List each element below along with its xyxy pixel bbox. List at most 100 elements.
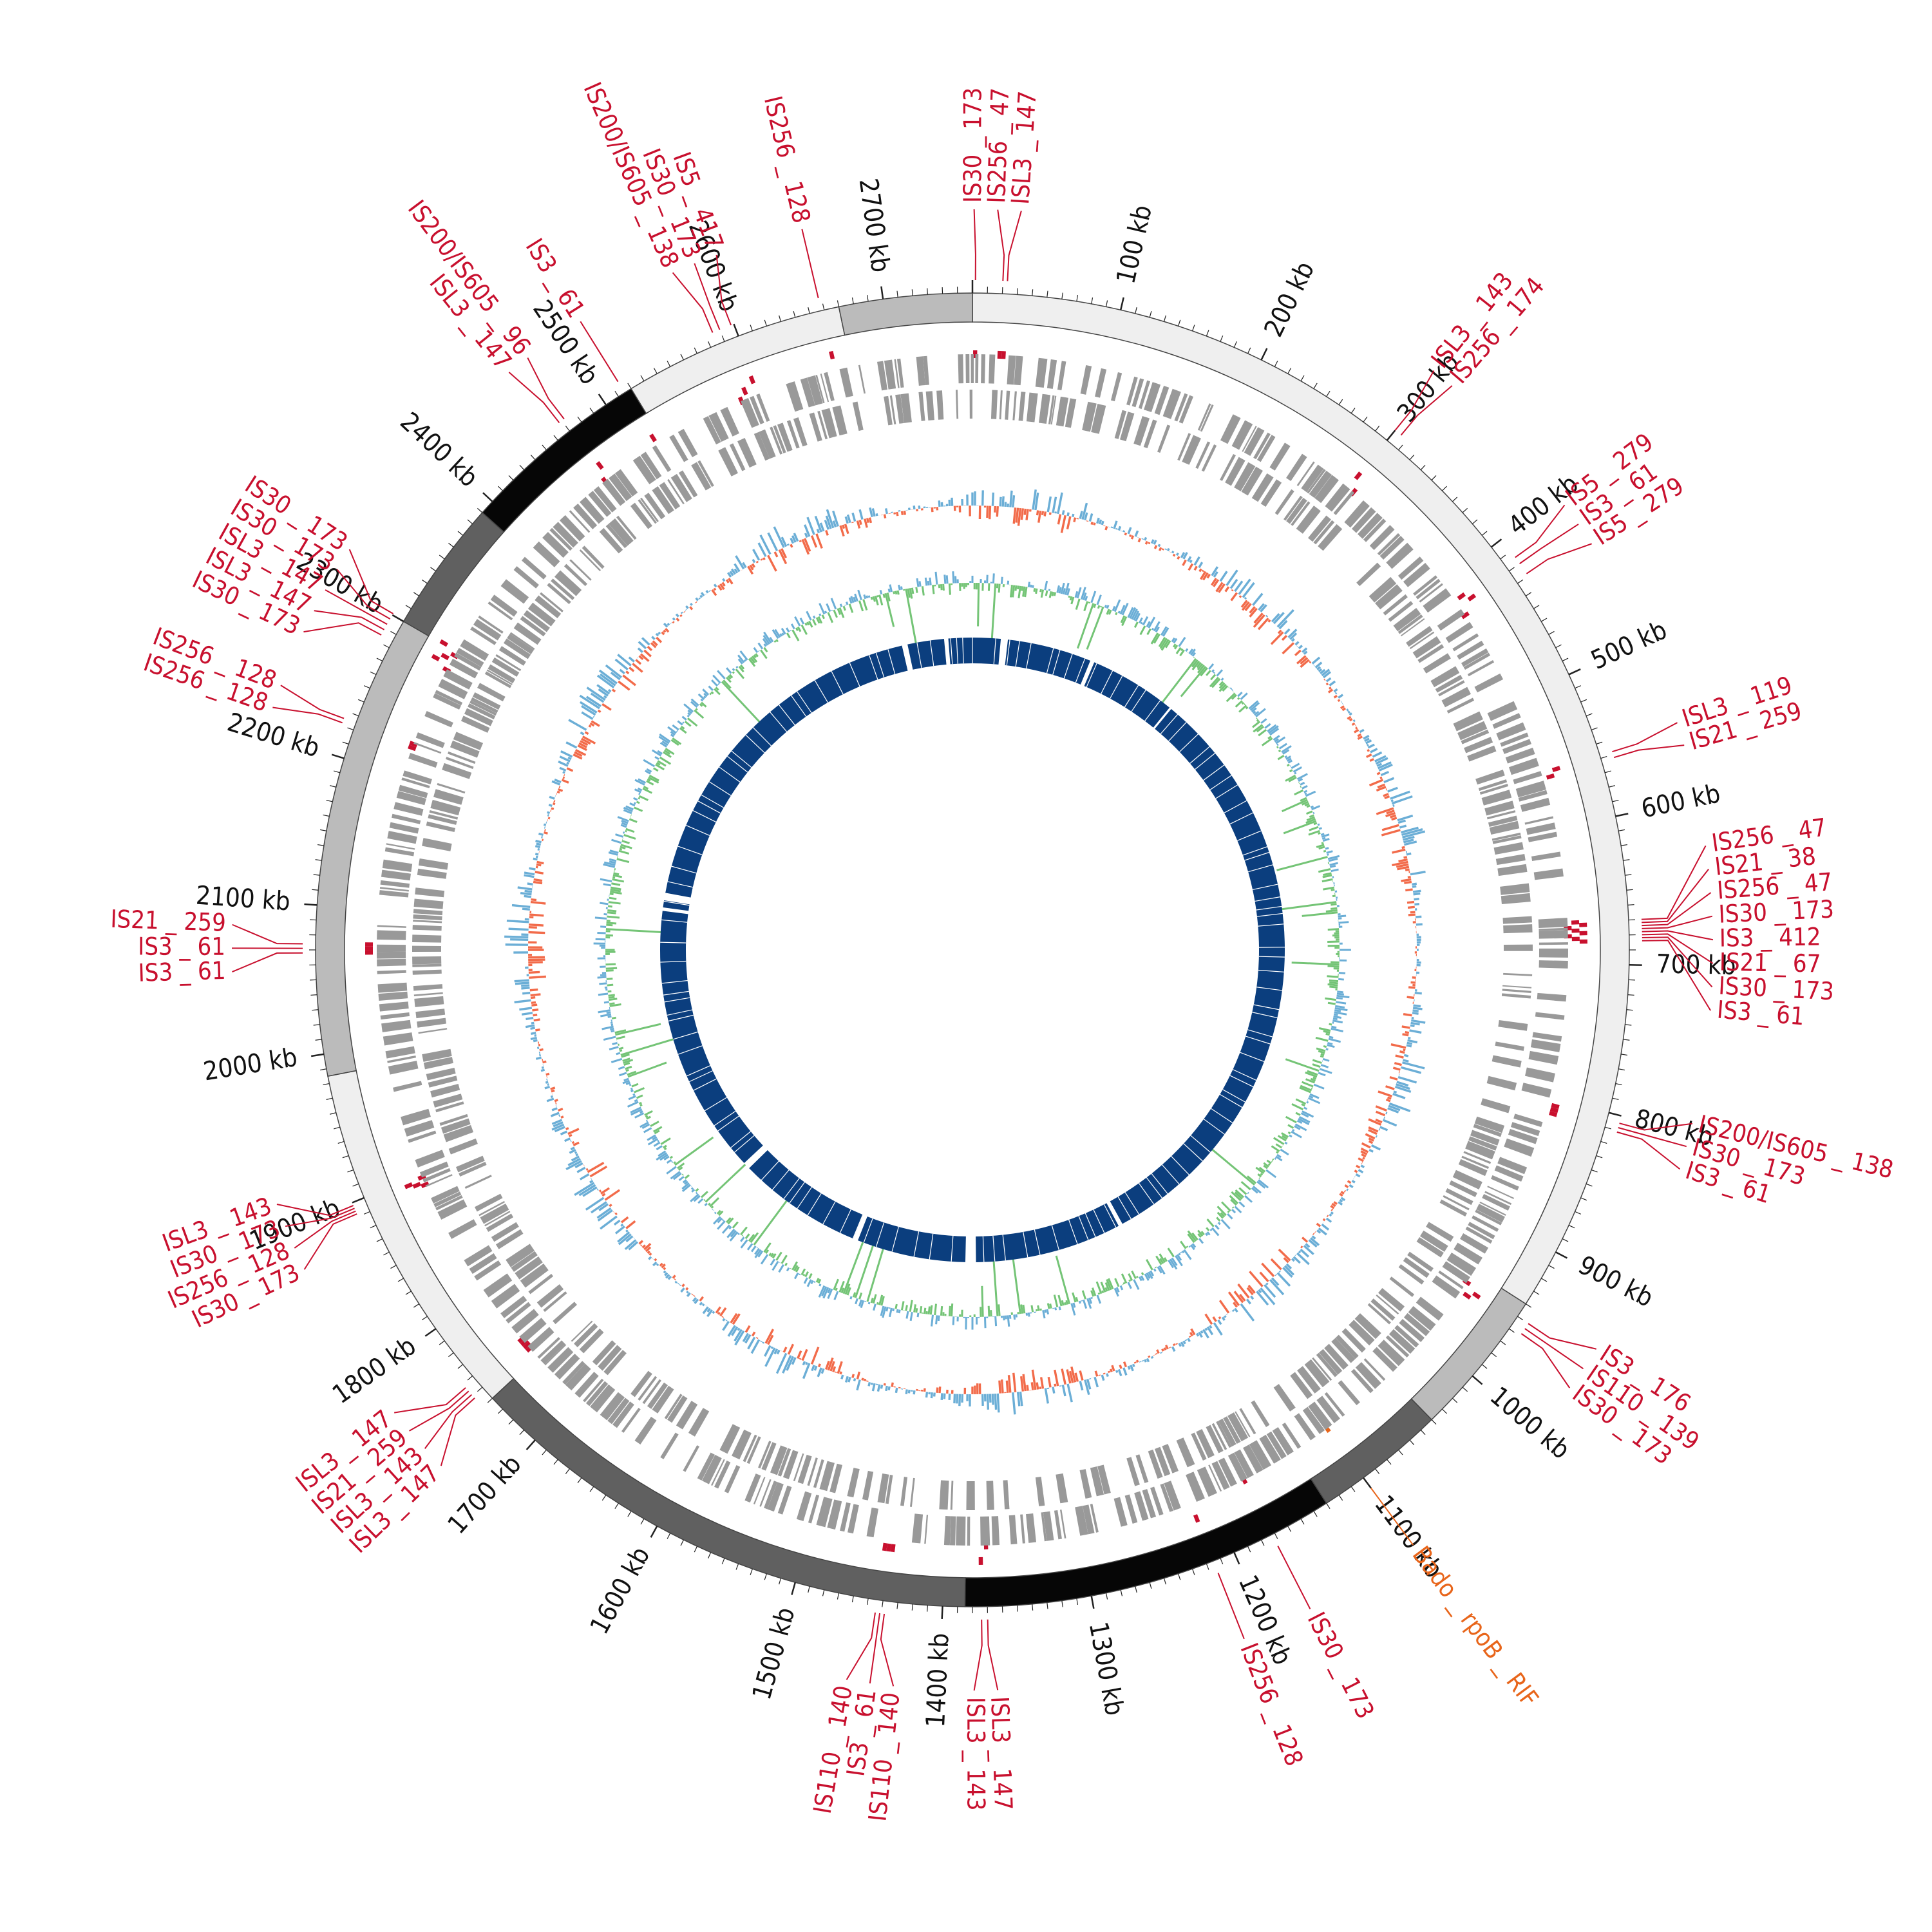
gene-feature	[1338, 1380, 1360, 1406]
gene-feature	[417, 868, 447, 879]
gene-feature	[1148, 1449, 1163, 1479]
is-leader-line	[232, 952, 303, 972]
gene-block-separator	[1244, 851, 1269, 861]
gene-feature	[918, 392, 925, 421]
gene-feature	[1090, 1504, 1099, 1533]
gene-feature	[1244, 427, 1265, 456]
gene-feature	[971, 354, 972, 384]
gene-block-separator	[1252, 884, 1278, 891]
gene-feature	[1220, 414, 1241, 444]
gene-feature	[396, 791, 426, 806]
gene-block-separator	[831, 670, 844, 695]
scale-tick	[1398, 444, 1403, 451]
gene-feature	[1397, 556, 1424, 580]
gene-feature	[423, 1057, 453, 1070]
gene-feature	[1481, 1098, 1511, 1113]
gene-feature	[1256, 435, 1276, 462]
kb-label: 700 kb	[1656, 949, 1736, 981]
gene-feature	[464, 1175, 492, 1189]
is-element-label: IS30 _ 173	[1302, 1607, 1380, 1723]
gene-feature	[1399, 1318, 1425, 1343]
scale-tick	[1105, 1593, 1108, 1600]
gene-block-ring	[660, 638, 1285, 1262]
is-leader-line	[1616, 1131, 1681, 1170]
is-element-label: IS3 _ 61	[138, 956, 226, 987]
gene-feature	[1290, 1372, 1313, 1399]
gene-block-separator	[992, 1235, 996, 1262]
is-marker	[1001, 351, 1006, 359]
gene-feature	[408, 1130, 437, 1143]
gene-block-separator	[852, 1214, 864, 1239]
scale-tick	[1609, 785, 1616, 788]
gene-feature	[491, 1283, 520, 1309]
gene-block-separator	[913, 1231, 920, 1257]
scale-tick	[822, 1589, 825, 1596]
is-element-label: IS21 _ 67	[1719, 948, 1821, 978]
gene-feature	[1445, 1188, 1473, 1206]
gene-block-separator	[1002, 1235, 1006, 1261]
gene-feature	[1461, 648, 1489, 667]
scale-tick	[315, 1039, 322, 1041]
scale-tick	[530, 455, 536, 460]
gene-feature	[553, 522, 578, 548]
gene-feature	[553, 1302, 578, 1325]
scale-tick	[1375, 1468, 1380, 1474]
gene-feature	[583, 1378, 604, 1403]
is-marker	[1354, 471, 1363, 480]
gene-feature	[418, 858, 449, 870]
scale-tick	[376, 1238, 383, 1242]
gene-feature	[1139, 380, 1151, 410]
gene-block-separator	[814, 680, 828, 703]
gene-feature	[459, 1162, 487, 1177]
gene-feature	[1463, 1151, 1492, 1164]
gene-feature	[551, 578, 575, 600]
gene-feature	[599, 527, 623, 554]
scale-tick	[1605, 770, 1611, 773]
gene-feature	[474, 1260, 502, 1281]
gene-feature	[1403, 563, 1430, 587]
scale-tick	[329, 785, 336, 788]
gene-feature	[1307, 469, 1326, 494]
is-leader-line	[527, 357, 565, 420]
scale-tick	[1206, 1563, 1209, 1570]
gene-feature	[797, 1454, 812, 1484]
gene-feature	[428, 1075, 458, 1088]
gene-feature	[402, 770, 432, 784]
scale-tick	[1076, 1598, 1079, 1605]
scale-tick	[1431, 1419, 1437, 1425]
gene-block	[858, 1216, 966, 1262]
gene-block-separator	[772, 1170, 790, 1190]
scale-tick	[519, 1430, 525, 1435]
gene-feature	[1388, 1329, 1416, 1354]
gene-feature	[1518, 790, 1548, 802]
scale-tick	[1615, 1083, 1622, 1086]
gene-block-separator	[1101, 670, 1113, 694]
gene-feature	[1065, 398, 1077, 428]
is-marker	[365, 951, 374, 955]
gene-block-separator	[1256, 905, 1282, 911]
scale-tick	[614, 1502, 619, 1509]
gene-feature	[1195, 441, 1211, 469]
gene-feature	[554, 570, 582, 596]
scale-tick	[589, 408, 594, 414]
gene-feature	[958, 354, 964, 384]
gene-feature	[999, 390, 1003, 420]
gene-feature	[1416, 1296, 1444, 1321]
gene-feature	[683, 1445, 700, 1472]
scale-tick	[1441, 486, 1447, 491]
gene-feature	[1080, 365, 1092, 395]
scale-tick	[1620, 844, 1628, 846]
scale-tick	[1287, 368, 1292, 374]
gene-feature	[443, 1124, 474, 1142]
gene-feature	[1463, 652, 1491, 670]
kb-label: 1600 kb	[585, 1542, 656, 1640]
gene-feature	[543, 1291, 567, 1312]
scale-tick	[1233, 1552, 1240, 1565]
gene-feature	[975, 354, 979, 384]
gene-feature	[377, 944, 406, 952]
scale-tick	[508, 475, 514, 481]
gene-feature	[1513, 1113, 1543, 1128]
gene-feature	[1464, 737, 1493, 753]
is-marker	[409, 741, 418, 748]
is-leader-line	[508, 372, 560, 424]
